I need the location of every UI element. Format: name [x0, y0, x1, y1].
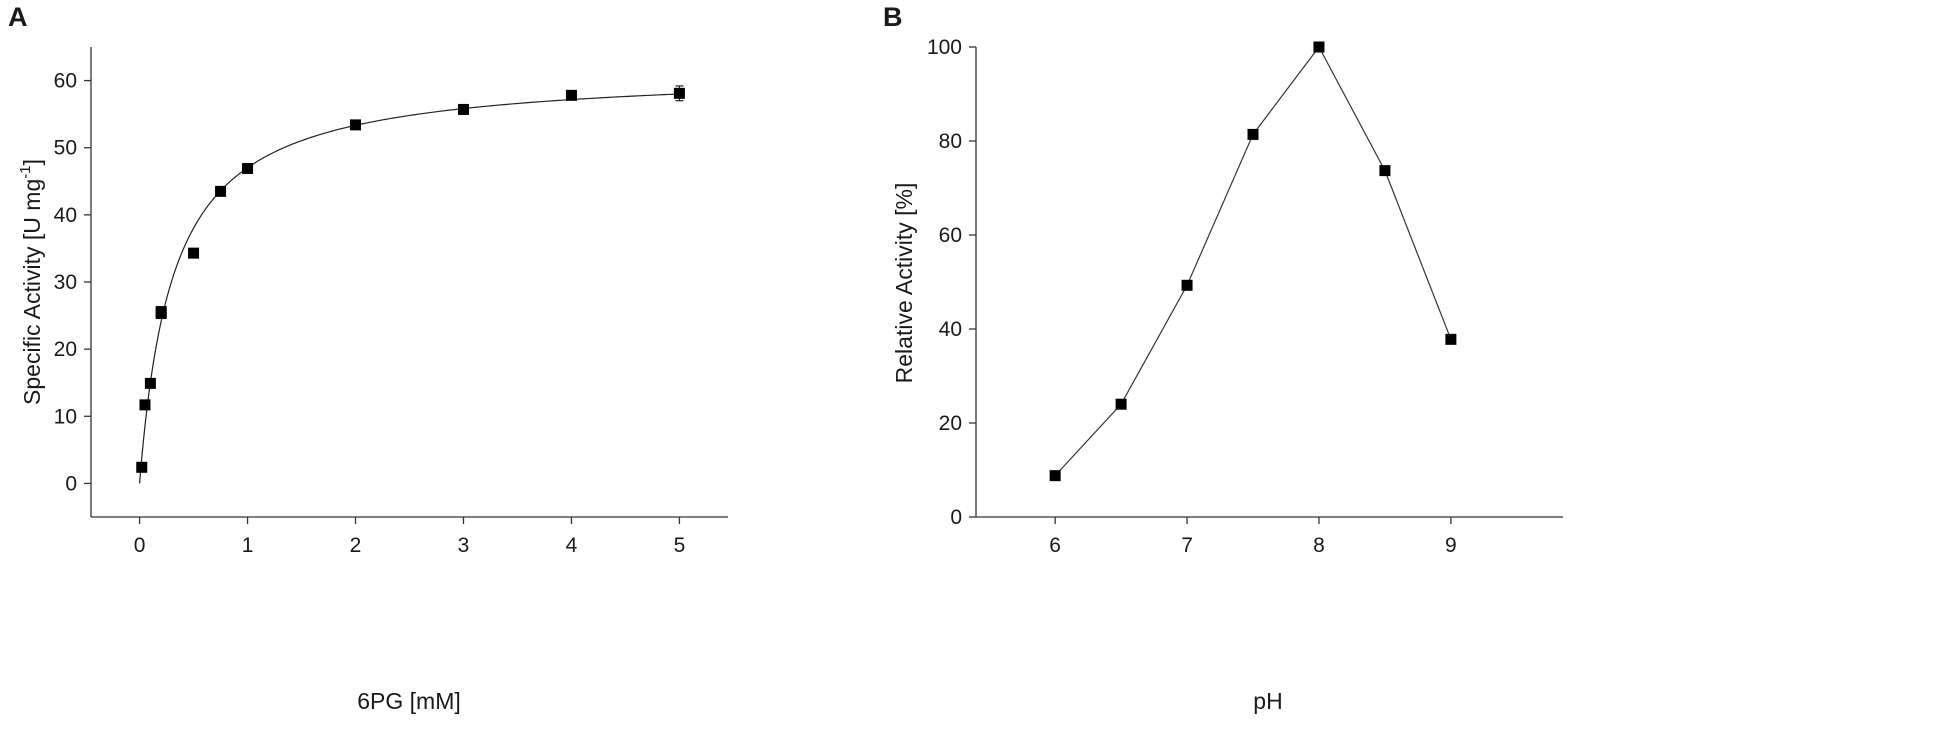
panel-a-data-point — [144, 377, 156, 389]
panel-b-x-tick-label: 7 — [1181, 534, 1193, 557]
panel-a-y-tick-label: 0 — [65, 472, 77, 495]
panel-a-fit-line — [138, 93, 680, 484]
panel-b-y-tick-label: 20 — [939, 412, 962, 435]
panel-b-data-point — [1379, 165, 1391, 177]
panel-b-y-tick-label: 60 — [939, 224, 962, 247]
panel-a-data-point — [350, 119, 362, 131]
panel-a-data-point — [457, 103, 469, 115]
panel-b-x-tick-label: 8 — [1313, 534, 1325, 557]
panel-b-data-point — [1313, 41, 1325, 53]
panel-a-data-point — [155, 308, 167, 320]
panel-b-data-point — [1115, 398, 1127, 410]
panel-b-data-point — [1247, 128, 1259, 140]
panel-a-y-tick-label: 20 — [54, 338, 77, 361]
panel-a-data-point — [215, 185, 227, 197]
panel-a-points — [136, 85, 685, 473]
panel-a-data-point — [673, 87, 685, 99]
panel-a-y-tick-label: 40 — [54, 204, 77, 227]
panel-b-data-point — [1049, 470, 1061, 482]
panel-a-x-tick-label: 1 — [242, 534, 254, 557]
panel-a-data-point — [188, 247, 200, 259]
panel-b-y-tick-label: 80 — [939, 130, 962, 153]
panel-b-data-point — [1445, 333, 1457, 345]
panel-a-y-tick-label: 10 — [54, 405, 77, 428]
panel-a-data-point — [242, 163, 254, 175]
panel-a-y-axis-title-close: ] — [19, 159, 45, 165]
panel-b-series-line — [1054, 45, 1452, 477]
panel-b-letter: B — [883, 2, 903, 32]
panel-a-letter: A — [8, 2, 28, 32]
panel-a-data-point — [565, 89, 577, 101]
panel-b-y-tick-label: 40 — [939, 318, 962, 341]
panel-a-y-tick-label: 60 — [54, 70, 77, 93]
panel-a-y-tick-label: 50 — [54, 137, 77, 160]
chart-panel-b: B 6 7 8 9 0 20 40 60 80 100 pH Relative Activity … — [883, 2, 1563, 714]
panel-a-y-axis-title-superscript: -1 — [17, 165, 34, 178]
panel-a-y-tick-label: 30 — [54, 271, 77, 294]
panel-b-connecting-line — [1054, 45, 1452, 477]
panel-b-y-tick-label: 100 — [927, 36, 962, 59]
panel-a-x-tick-label: 3 — [458, 534, 470, 557]
panel-b-data-point — [1181, 279, 1193, 291]
panel-b-axes: 6 7 8 9 0 20 40 60 80 100 — [927, 36, 1563, 557]
panel-a-data-point — [136, 461, 148, 473]
panel-a-x-tick-label: 4 — [566, 534, 578, 557]
panel-b-x-tick-label: 6 — [1049, 534, 1061, 557]
panel-b-y-axis-title: Relative Activity [%] — [891, 183, 917, 384]
panel-b-x-tick-label: 9 — [1445, 534, 1457, 557]
panel-a-x-tick-label: 2 — [350, 534, 362, 557]
panel-b-y-tick-label: 0 — [950, 506, 962, 529]
panel-b-points — [1049, 41, 1457, 482]
panel-b-x-axis-title: pH — [1253, 688, 1282, 714]
panel-a-x-axis-title: 6PG [mM] — [357, 688, 461, 714]
panel-a-x-tick-label: 0 — [134, 534, 146, 557]
panel-a-x-tick-label: 5 — [674, 534, 686, 557]
panel-a-fit-curve — [138, 93, 680, 484]
panel-a-y-axis-title-main: Specific Activity [U mg — [19, 179, 45, 405]
panel-a-y-axis-title: Specific Activity [U mg-1] — [17, 159, 45, 405]
panel-a-data-point — [139, 399, 151, 411]
